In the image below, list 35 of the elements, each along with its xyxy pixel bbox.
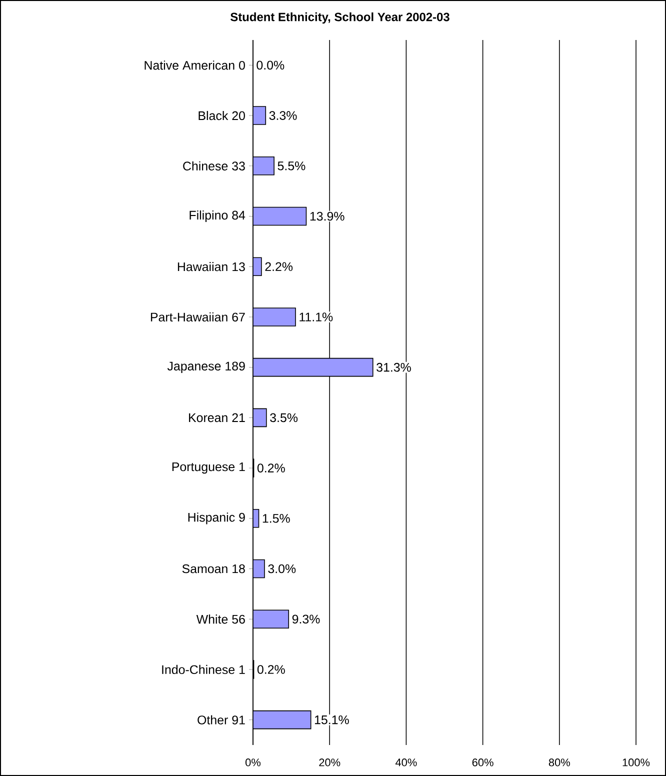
y-tick-label: Japanese 189 [167, 362, 245, 373]
y-tick-label: White 56 [196, 614, 245, 624]
data-label: 31.3% [376, 362, 411, 372]
data-label: 9.3% [292, 614, 320, 624]
x-tick-label: 0% [246, 758, 261, 766]
y-tick-label: Black 20 [198, 110, 245, 120]
x-tick-label: 80% [548, 758, 570, 766]
y-tick-label: Hispanic 9 [188, 512, 245, 524]
y-tick-label: Chinese 33 [183, 161, 245, 170]
y-tick-label: Native American 0 [144, 60, 245, 70]
y-tick-label: Other 91 [198, 715, 245, 724]
x-tick-label: 40% [395, 758, 417, 766]
data-label: 0.2% [257, 665, 285, 674]
data-label: 2.2% [265, 262, 293, 271]
y-tick-label: Indo-Chinese 1 [162, 664, 245, 674]
y-tick-label: Korean 21 [189, 413, 245, 422]
y-tick-label: Portuguese 1 [172, 462, 245, 474]
y-tick-label: Filipino 84 [190, 210, 246, 222]
data-label: 5.5% [278, 162, 306, 170]
chart-title: Student Ethnicity, School Year 2002-03 [230, 12, 450, 24]
data-label: 13.9% [310, 212, 344, 221]
data-label: 0.2% [257, 464, 285, 472]
data-label: 15.1% [314, 715, 349, 724]
y-tick-label: Hawaiian 13 [178, 262, 245, 272]
data-label: 0.0% [256, 60, 284, 70]
x-tick-label: 100% [622, 758, 650, 766]
y-tick-label: Samoan 18 [182, 564, 245, 574]
x-tick-label: 60% [472, 758, 494, 766]
data-label: 1.5% [262, 514, 290, 523]
data-label: 3.5% [270, 413, 298, 422]
data-label: 3.0% [268, 564, 296, 574]
y-tick-label: Part-Hawaiian 67 [150, 312, 245, 322]
data-label: 3.3% [269, 111, 297, 120]
x-tick-label: 20% [319, 758, 340, 766]
data-label: 11.1% [300, 312, 333, 322]
